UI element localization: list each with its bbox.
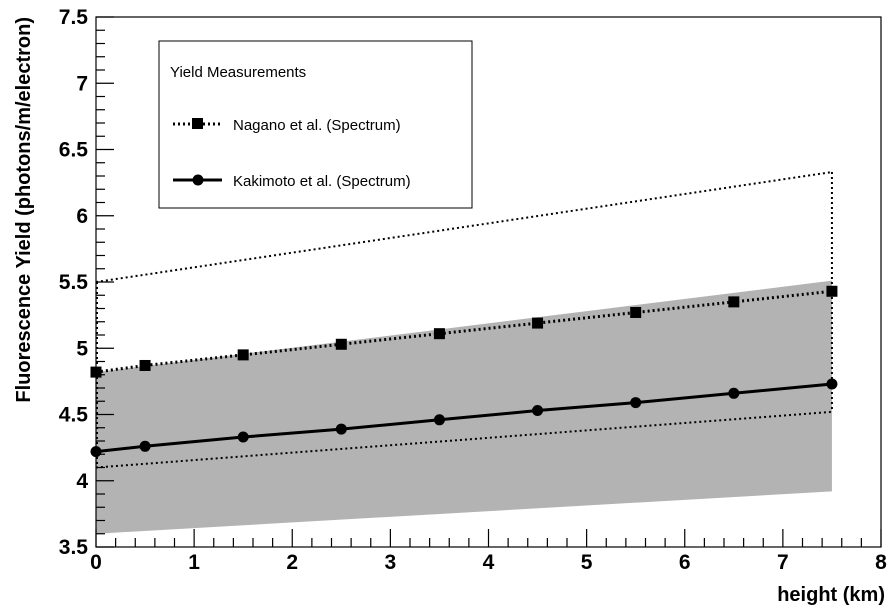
legend-nagano-label: Nagano et al. (Spectrum): [233, 117, 401, 134]
legend-entry-kakimoto: Kakimoto et al. (Spectrum): [173, 173, 411, 190]
kakimoto-data-point: [139, 440, 151, 452]
nagano-band-lower-edge: [95, 410, 833, 469]
y-tick-label: 6: [76, 205, 88, 228]
y-tick-label: 5.5: [59, 271, 89, 294]
y-tick-label: 7.5: [59, 6, 89, 29]
kakimoto-data-point: [826, 378, 838, 390]
nagano-data-point: [532, 317, 544, 329]
nagano-data-point: [139, 359, 151, 371]
legend-circle-marker: [192, 174, 204, 186]
kakimoto-data-point: [728, 387, 740, 399]
uncertainty-bands: [95, 171, 833, 534]
nagano-data-point: [335, 338, 347, 350]
legend-title: Yield Measurements: [170, 64, 306, 81]
nagano-band-upper-edge: [95, 171, 833, 283]
x-axis-title: height (km): [777, 584, 885, 606]
y-tick-label: 4: [76, 470, 88, 493]
kakimoto-data-point: [433, 414, 445, 426]
x-tick-label: 0: [90, 551, 102, 574]
tick-labels: 0 1 2 3 4 5 6 7 8 3.5 4 4.5 5 5.5 6 6.5 7 7.5: [59, 6, 887, 574]
nagano-data-point: [826, 285, 838, 297]
nagano-data-point: [433, 328, 445, 340]
x-tick-label: 6: [679, 551, 691, 574]
y-axis-title: Fluorescence Yield (photons/m/electron): [13, 17, 35, 403]
kakimoto-uncertainty-band: [96, 280, 832, 534]
y-tick-label: 6.5: [59, 139, 89, 162]
x-tick-label: 1: [188, 551, 200, 574]
series-layer: [90, 285, 838, 458]
legend-square-marker: [192, 118, 203, 129]
kakimoto-data-point: [237, 431, 249, 443]
x-tick-label: 4: [483, 551, 495, 574]
y-tick-label: 4.5: [59, 404, 89, 427]
x-tick-label: 8: [875, 551, 887, 574]
y-tick-label: 7: [76, 72, 88, 95]
x-tick-label: 7: [777, 551, 789, 574]
legend: Yield Measurements Nagano et al. (Spectr…: [158, 40, 473, 209]
legend-kakimoto-label: Kakimoto et al. (Spectrum): [233, 173, 411, 190]
nagano-data-point: [237, 349, 249, 361]
x-tick-label: 5: [581, 551, 593, 574]
nagano-data-point: [728, 296, 740, 308]
x-tick-label: 3: [385, 551, 397, 574]
y-tick-label: 5: [76, 337, 88, 360]
y-tick-label: 3.5: [59, 536, 89, 559]
kakimoto-data-point: [335, 423, 347, 435]
axis-ticks: [95, 16, 882, 548]
kakimoto-data-point: [630, 397, 642, 409]
nagano-data-point: [630, 306, 642, 318]
kakimoto-data-point: [532, 405, 544, 417]
x-tick-label: 2: [286, 551, 298, 574]
legend-entry-nagano: Nagano et al. (Spectrum): [173, 117, 401, 134]
